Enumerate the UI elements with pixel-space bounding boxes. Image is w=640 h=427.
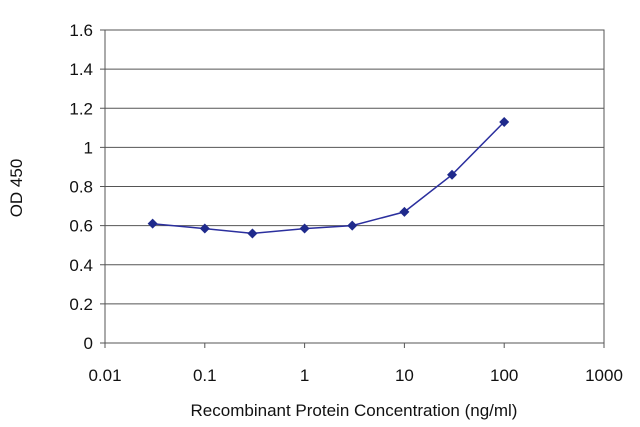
x-tick-label: 0.01 bbox=[88, 366, 121, 385]
gridlines bbox=[105, 68, 604, 305]
data-point bbox=[199, 223, 210, 234]
series-line bbox=[152, 121, 505, 235]
x-axis-title: Recombinant Protein Concentration (ng/ml… bbox=[191, 401, 518, 420]
y-tick-label: 1 bbox=[84, 138, 93, 157]
x-tick-label: 0.1 bbox=[193, 366, 217, 385]
y-tick-label: 0.6 bbox=[69, 217, 93, 236]
data-point bbox=[499, 116, 510, 127]
y-tick-label: 0 bbox=[84, 334, 93, 353]
data-point bbox=[299, 223, 310, 234]
y-tick-label: 1.6 bbox=[69, 21, 93, 40]
x-tick-label: 1 bbox=[300, 366, 309, 385]
data-point bbox=[347, 220, 358, 231]
data-point bbox=[247, 228, 258, 239]
x-tick-label: 100 bbox=[490, 366, 518, 385]
data-point bbox=[399, 206, 410, 217]
y-axis-tick-labels: 0 0.2 0.4 0.6 0.8 1 1.2 1.4 1.6 bbox=[69, 21, 105, 353]
x-tick-label: 10 bbox=[395, 366, 414, 385]
y-tick-label: 1.2 bbox=[69, 99, 93, 118]
x-tick-label: 1000 bbox=[585, 366, 623, 385]
y-tick-label: 0.4 bbox=[69, 256, 93, 275]
data-point bbox=[447, 169, 458, 180]
y-tick-label: 1.4 bbox=[69, 60, 93, 79]
y-tick-label: 0.8 bbox=[69, 178, 93, 197]
data-points bbox=[147, 116, 510, 239]
y-axis-title: OD 450 bbox=[7, 159, 26, 218]
data-point bbox=[147, 218, 158, 229]
y-tick-label: 0.2 bbox=[69, 295, 93, 314]
x-axis-tick-labels: 0.01 0.1 1 10 100 1000 bbox=[88, 343, 623, 385]
